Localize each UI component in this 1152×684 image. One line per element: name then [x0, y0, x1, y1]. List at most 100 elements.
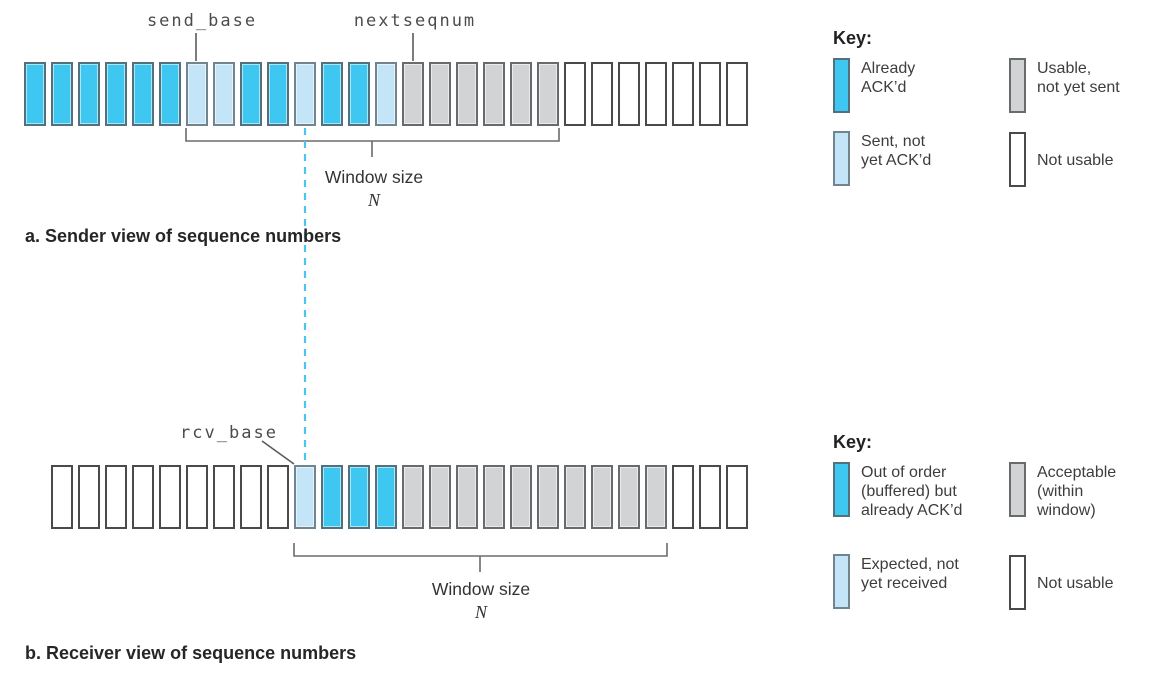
- window-size-text: Window size: [324, 167, 424, 187]
- key-item-buffered: Out of order (buffered) but already ACK’…: [833, 462, 1009, 520]
- seq-box-usable: [510, 62, 532, 126]
- seq-box-acked: [24, 62, 46, 126]
- seq-box-usable: [483, 62, 505, 126]
- key-label: Acceptable (within window): [1037, 464, 1117, 519]
- seq-box-expected: [294, 465, 316, 529]
- seq-box-notusable: [51, 465, 73, 529]
- key-title: Key:: [833, 432, 873, 452]
- sender-window-bracket: [185, 128, 560, 142]
- key-swatch-notusable: [1009, 555, 1026, 610]
- seq-box-acceptable: [618, 465, 640, 529]
- seq-box-notusable: [726, 465, 748, 529]
- seq-box-acceptable: [537, 465, 559, 529]
- seq-box-acceptable: [483, 465, 505, 529]
- key-swatch-expected: [833, 554, 850, 609]
- seq-box-notusable: [267, 465, 289, 529]
- key-swatch-buffered: [833, 462, 850, 517]
- seq-box-notusable: [699, 62, 721, 126]
- seq-box-usable: [537, 62, 559, 126]
- key-label: Sent, not yet ACK’d: [861, 133, 932, 169]
- seq-box-buffered: [375, 465, 397, 529]
- seq-box-acceptable: [591, 465, 613, 529]
- key-item-expected: Expected, not yet received: [833, 554, 1009, 611]
- seq-box-notusable: [726, 62, 748, 126]
- key-swatch-acceptable: [1009, 462, 1026, 517]
- receiver-key-grid: Out of order (buffered) but already ACK’…: [833, 462, 1152, 611]
- receiver-window-size-label: Window size N: [432, 579, 530, 623]
- key-swatch-acked: [833, 58, 850, 113]
- seq-box-acked: [105, 62, 127, 126]
- seq-box-sent: [294, 62, 316, 126]
- seq-box-acked: [321, 62, 343, 126]
- key-label: Out of order (buffered) but already ACK’…: [861, 464, 963, 519]
- sender-sequence-row: [24, 62, 748, 126]
- seq-box-sent: [213, 62, 235, 126]
- key-label: Not usable: [1037, 151, 1114, 169]
- seq-box-acked: [267, 62, 289, 126]
- key-item-sent: Sent, not yet ACK’d: [833, 131, 1009, 188]
- seq-box-acked: [51, 62, 73, 126]
- seq-box-notusable: [672, 465, 694, 529]
- key-title: Key:: [833, 28, 873, 48]
- sender-key-grid: Already ACK’d Usable, not yet sent Sent, n…: [833, 58, 1152, 188]
- key-item-acceptable: Acceptable (within window): [1009, 462, 1152, 520]
- key-label: Not usable: [1037, 574, 1114, 592]
- key-swatch-usable: [1009, 58, 1026, 113]
- seq-box-notusable: [240, 465, 262, 529]
- seq-box-acked: [78, 62, 100, 126]
- seq-box-usable: [402, 62, 424, 126]
- key-item-usable: Usable, not yet sent: [1009, 58, 1152, 113]
- seq-box-notusable: [564, 62, 586, 126]
- rcv-base-pointer-line: [261, 440, 295, 465]
- window-size-text: Window size: [431, 579, 531, 599]
- seq-box-buffered: [321, 465, 343, 529]
- sender-caption: a. Sender view of sequence numbers: [25, 226, 342, 246]
- seq-box-acked: [159, 62, 181, 126]
- window-size-n: N: [474, 602, 488, 622]
- receiver-key: Key: Out of order (buffered) but already…: [833, 432, 1152, 611]
- seq-box-acceptable: [645, 465, 667, 529]
- seq-box-notusable: [213, 465, 235, 529]
- seq-box-acceptable: [510, 465, 532, 529]
- seq-box-notusable: [618, 62, 640, 126]
- seq-box-notusable: [132, 465, 154, 529]
- seq-box-acceptable: [429, 465, 451, 529]
- seq-box-usable: [429, 62, 451, 126]
- window-size-n: N: [367, 190, 381, 210]
- rcv-base-label: rcv_base: [180, 423, 278, 443]
- seq-box-usable: [456, 62, 478, 126]
- sender-window-size-label: Window size N: [325, 167, 423, 211]
- seq-box-acceptable: [402, 465, 424, 529]
- seq-box-sent: [375, 62, 397, 126]
- seq-box-acked: [348, 62, 370, 126]
- key-item-notusable: Not usable: [1009, 554, 1152, 611]
- receiver-caption: b. Receiver view of sequence numbers: [25, 643, 357, 663]
- seq-box-notusable: [699, 465, 721, 529]
- seq-box-sent: [186, 62, 208, 126]
- seq-box-acceptable: [564, 465, 586, 529]
- seq-box-notusable: [645, 62, 667, 126]
- key-swatch-notusable: [1009, 132, 1026, 187]
- key-item-notusable: Not usable: [1009, 131, 1152, 188]
- seq-box-acked: [240, 62, 262, 126]
- key-item-acked: Already ACK’d: [833, 58, 1009, 113]
- key-label: Already ACK’d: [861, 60, 916, 96]
- seq-box-acked: [132, 62, 154, 126]
- nextseqnum-label: nextseqnum: [353, 11, 477, 31]
- seq-box-buffered: [348, 465, 370, 529]
- key-label: Expected, not yet received: [861, 556, 959, 592]
- key-label: Usable, not yet sent: [1037, 60, 1120, 96]
- seq-box-notusable: [591, 62, 613, 126]
- seq-box-acceptable: [456, 465, 478, 529]
- receiver-sequence-row: [51, 465, 748, 529]
- seq-box-notusable: [78, 465, 100, 529]
- seq-box-notusable: [672, 62, 694, 126]
- sender-key: Key: Already ACK’d Usable, not yet sent Se…: [833, 28, 1152, 188]
- seq-box-notusable: [105, 465, 127, 529]
- key-swatch-sent: [833, 131, 850, 186]
- send-base-label: send_base: [146, 11, 258, 31]
- seq-box-notusable: [186, 465, 208, 529]
- seq-box-notusable: [159, 465, 181, 529]
- receiver-window-bracket: [293, 543, 668, 557]
